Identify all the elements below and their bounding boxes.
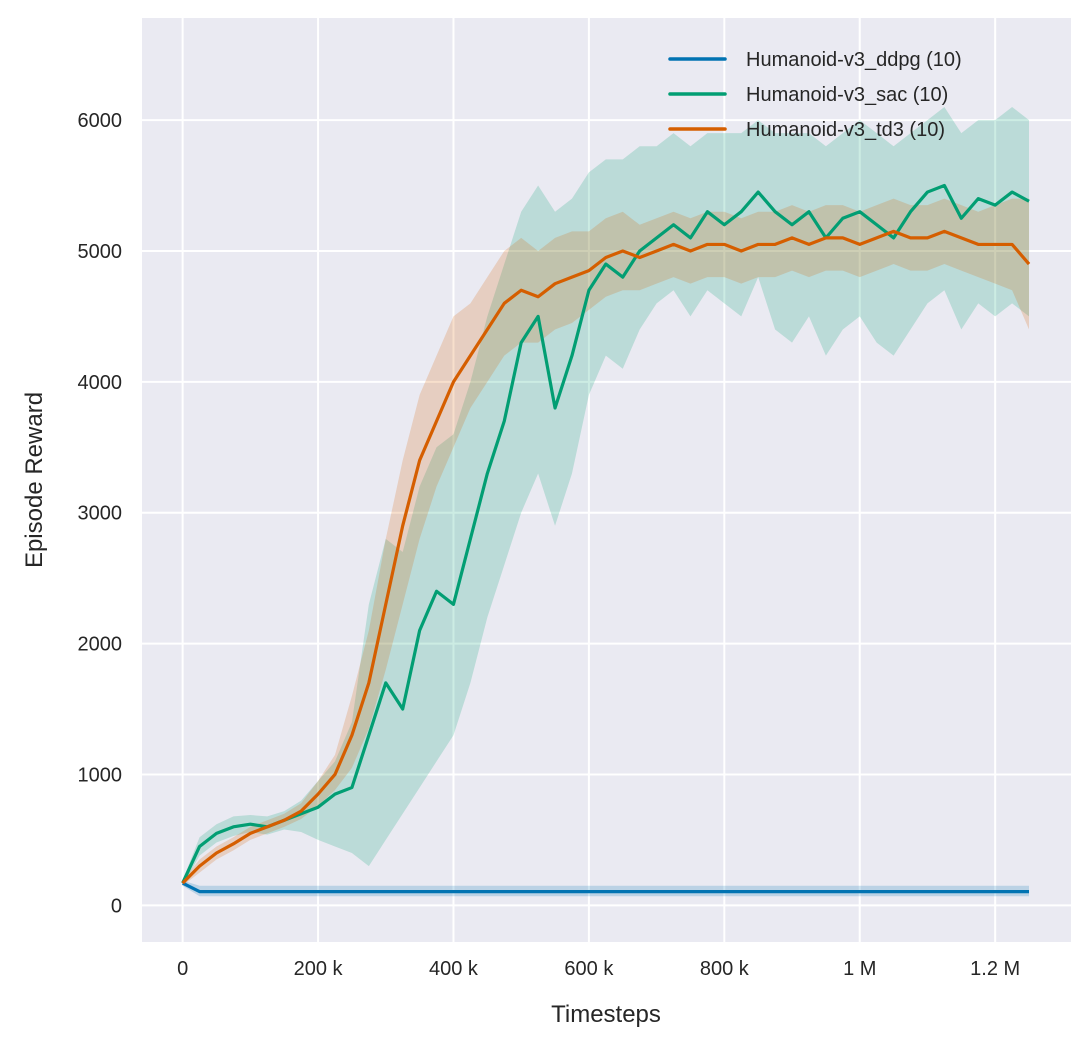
y-tick-label: 1000 [78, 764, 123, 786]
y-tick-label: 3000 [78, 503, 123, 525]
legend-entry: Humanoid-v3_ddpg (10) [746, 49, 962, 71]
x-tick-label: 0 [177, 958, 188, 980]
x-tick-label: 600 k [564, 958, 614, 980]
x-axis-label: Timesteps [551, 1001, 661, 1028]
y-tick-label: 4000 [78, 372, 123, 394]
x-tick-label: 1.2 M [970, 958, 1020, 980]
x-tick-label: 400 k [429, 958, 479, 980]
series-line-humanoid-v3-ddpg-10- [181, 881, 1030, 894]
grid [142, 18, 1071, 942]
x-tick-label: 800 k [700, 958, 750, 980]
x-tick-labels: 0 200 k 400 k 600 k 800 k 1 M 1.2 M [177, 958, 1020, 980]
y-tick-label: 5000 [78, 241, 123, 263]
x-tick-label: 1 M [843, 958, 876, 980]
plot-background [142, 18, 1071, 942]
y-tick-label: 0 [111, 895, 122, 917]
legend: Humanoid-v3_ddpg (10) Humanoid-v3_sac (10… [668, 49, 962, 141]
y-tick-label: 6000 [78, 110, 123, 132]
y-tick-label: 2000 [78, 634, 123, 656]
y-tick-labels: 0 1000 2000 3000 4000 5000 6000 [78, 110, 123, 917]
y-axis-label: Episode Reward [21, 392, 48, 568]
band-humanoid-v3-sac-10- [182, 106, 1030, 886]
x-tick-label: 200 k [294, 958, 344, 980]
legend-entry: Humanoid-v3_sac (10) [746, 84, 948, 106]
series-lines [181, 183, 1031, 894]
legend-entry: Humanoid-v3_td3 (10) [746, 119, 945, 141]
series-line-humanoid-v3-td3-10- [181, 229, 1031, 885]
